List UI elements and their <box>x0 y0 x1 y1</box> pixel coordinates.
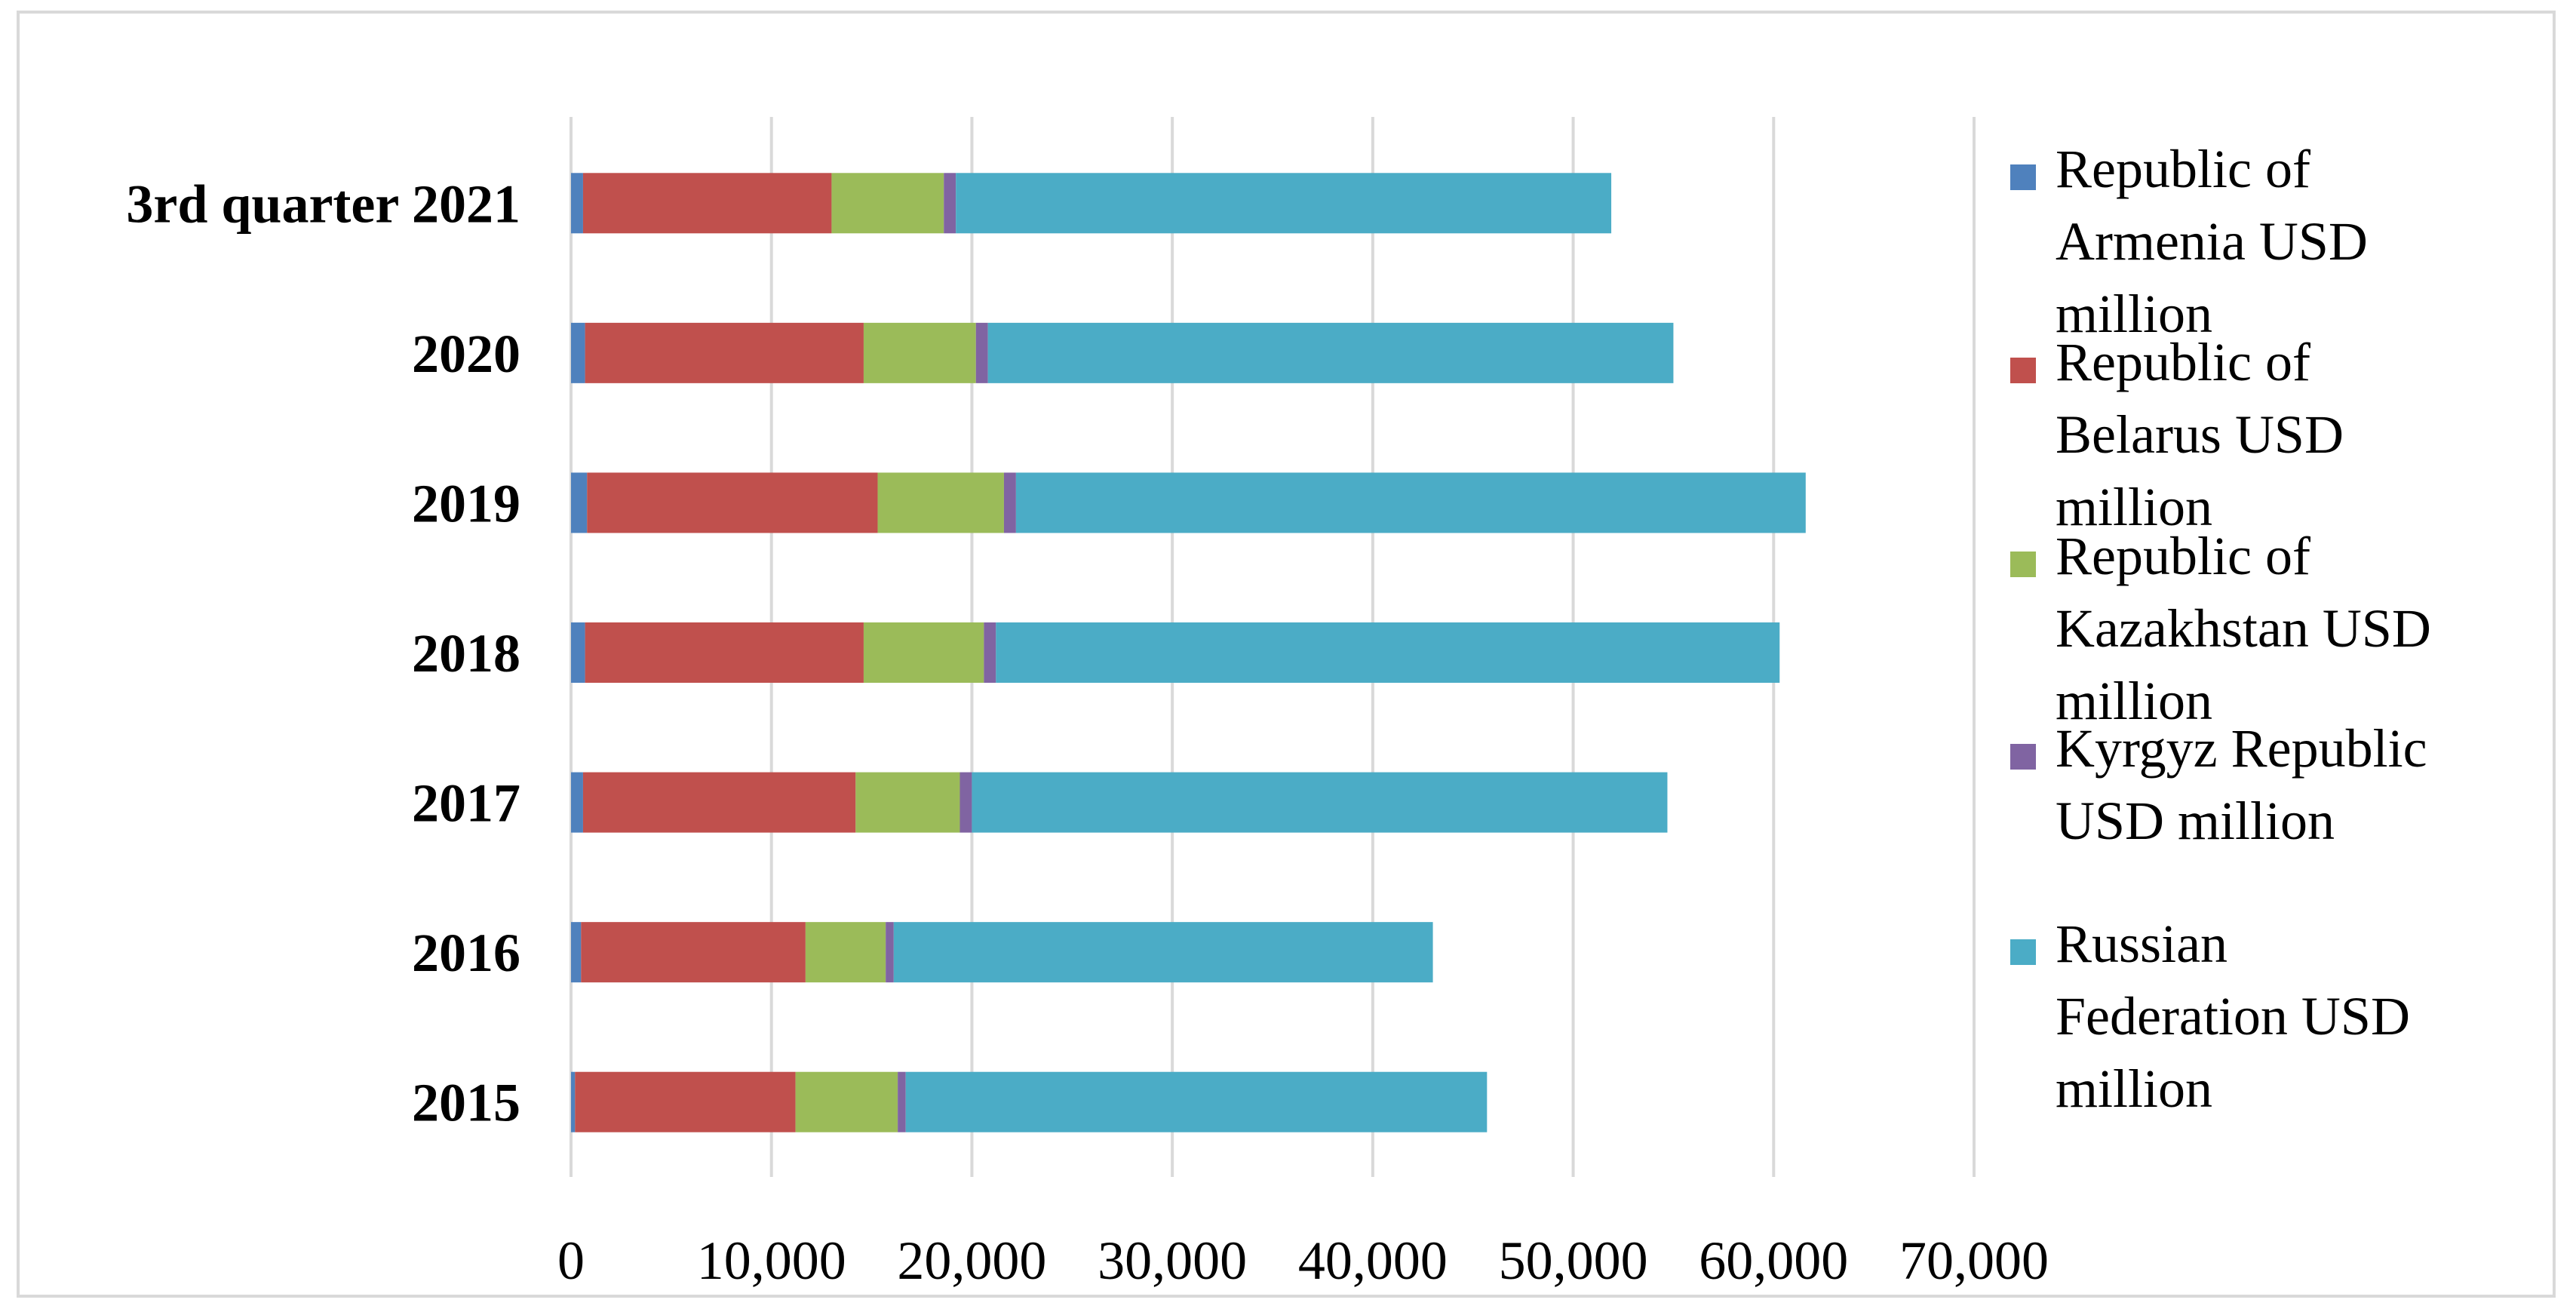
legend-label: Russian Federation USD million <box>2056 914 2410 1119</box>
category-labels: 2015 2016 2017 2018 2019 2020 3rd quarter 2021 <box>126 174 520 1132</box>
bar-segment <box>831 173 944 234</box>
category-label: 2015 <box>412 1073 520 1133</box>
bar-segment <box>585 322 864 383</box>
x-tick-labels: 0 10,000 20,000 30,000 40,000 50,000 60,000 70,… <box>557 1231 2049 1291</box>
legend-label: Kyrgyz Republic USD million <box>2056 718 2427 851</box>
bar-segment <box>587 472 878 533</box>
bar-segment <box>582 772 856 833</box>
bar-segment <box>575 1071 796 1132</box>
bar-segment <box>571 622 585 683</box>
category-label: 2018 <box>412 623 520 684</box>
bar-segment <box>571 322 585 383</box>
category-label: 2016 <box>412 923 520 983</box>
bar-segment <box>855 772 960 833</box>
bar-segment <box>581 922 806 983</box>
bar-segment <box>571 772 583 833</box>
legend-label: Republic of Belarus USD million <box>2056 332 2344 537</box>
legend-swatch <box>2010 939 2036 965</box>
bar-segment <box>1003 472 1016 533</box>
bar-segment <box>571 173 583 234</box>
x-tick-label: 50,000 <box>1499 1231 1648 1291</box>
legend-swatch <box>2010 358 2036 383</box>
x-tick-label: 0 <box>557 1231 585 1291</box>
bars <box>571 173 1806 1132</box>
bar-segment <box>877 472 1004 533</box>
x-tick-label: 10,000 <box>697 1231 846 1291</box>
bar-segment <box>905 1071 1488 1132</box>
bar-segment <box>571 1071 576 1132</box>
bar-segment <box>987 322 1674 383</box>
category-label: 2017 <box>412 773 520 834</box>
bar-segment <box>863 322 976 383</box>
bar-segment <box>571 922 582 983</box>
bar-segment <box>585 622 864 683</box>
x-tick-label: 20,000 <box>897 1231 1046 1291</box>
bar-segment <box>898 1071 906 1132</box>
bar-segment <box>1015 472 1806 533</box>
legend-label: Republic of Kazakhstan USD million <box>2056 526 2431 731</box>
legend-swatch <box>2010 552 2036 577</box>
category-label: 2020 <box>412 324 520 384</box>
legend-swatch <box>2010 164 2036 190</box>
bar-segment <box>582 173 832 234</box>
x-tick-label: 30,000 <box>1098 1231 1247 1291</box>
bar-segment <box>795 1071 898 1132</box>
bar-segment <box>972 772 1668 833</box>
bar-segment <box>984 622 996 683</box>
bar-segment <box>886 922 894 983</box>
x-tick-label: 40,000 <box>1298 1231 1448 1291</box>
bar-segment <box>975 322 988 383</box>
bar-segment <box>956 173 1612 234</box>
bar-segment <box>893 922 1433 983</box>
category-label: 3rd quarter 2021 <box>126 174 520 234</box>
x-tick-label: 70,000 <box>1899 1231 2049 1291</box>
bar-segment <box>959 772 972 833</box>
bar-segment <box>944 173 956 234</box>
legend-swatch <box>2010 744 2036 770</box>
bar-segment <box>996 622 1780 683</box>
category-label: 2019 <box>412 473 520 533</box>
x-tick-label: 60,000 <box>1699 1231 1848 1291</box>
bar-segment <box>863 622 984 683</box>
bar-segment <box>571 472 588 533</box>
legend-label: Republic of Armenia USD million <box>2056 139 2368 344</box>
bar-segment <box>805 922 886 983</box>
